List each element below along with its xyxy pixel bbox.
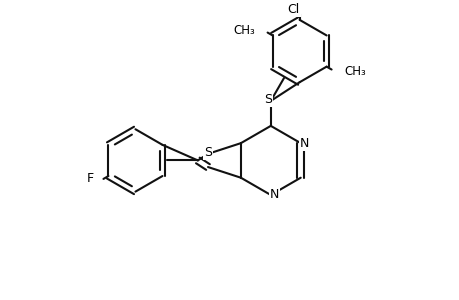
Text: CH₃: CH₃	[233, 24, 255, 37]
Text: S: S	[203, 146, 212, 159]
Text: F: F	[87, 172, 94, 185]
Text: Cl: Cl	[287, 3, 299, 16]
Text: N: N	[269, 188, 279, 202]
Text: N: N	[299, 137, 308, 150]
Text: S: S	[264, 94, 272, 106]
Text: CH₃: CH₃	[343, 65, 365, 78]
